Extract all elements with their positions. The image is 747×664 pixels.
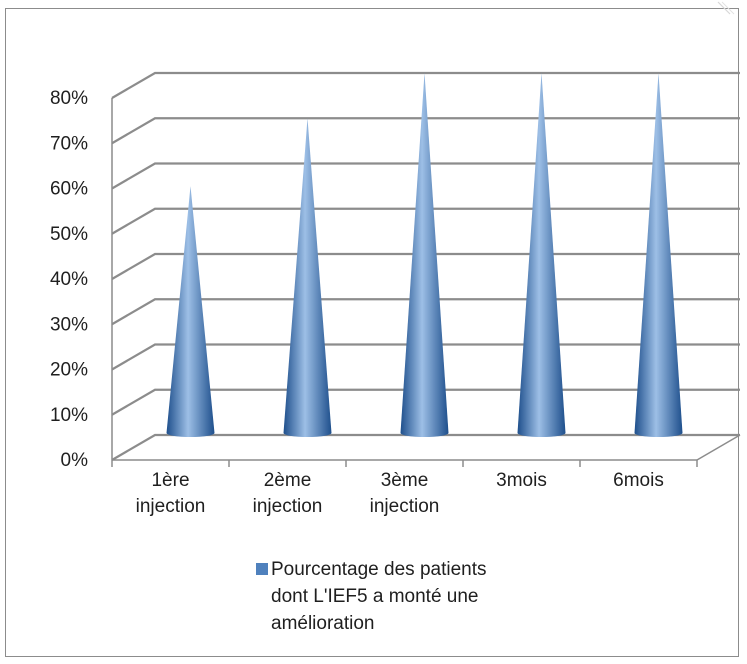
x-axis-tick-labels: 1ère injection 2ème injection 3ème injection 3… [136,470,664,517]
cone-bar [634,73,683,437]
y-tick-label: 40% [50,269,88,290]
page-corner-mark [717,1,735,15]
x-tick-label: 6mois [613,470,664,491]
cone-bar [166,186,215,437]
cone-bar [400,73,449,437]
floor-side-edge [696,434,741,461]
cone-series [166,73,683,437]
legend: Pourcentage des patients dont L'IEF5 a m… [256,556,556,637]
x-tick-label: 3mois [496,470,547,491]
legend-swatch [256,563,268,575]
y-axis-tick-labels: 0% 10% 20% 30% 40% 50% 60% 70% 80% [50,88,88,471]
gridline [111,71,740,99]
cone-bar [283,118,332,437]
y-tick-label: 0% [61,450,89,471]
chart-frame [5,8,739,657]
y-tick-label: 10% [50,405,88,426]
gridline [111,433,740,461]
x-tick-label: 1ère injection [136,470,206,517]
x-tick-label: 3ème injection [370,470,440,517]
y-tick-label: 70% [50,133,88,154]
axes [111,98,741,467]
legend-label: Pourcentage des patients dont L'IEF5 a m… [271,559,487,634]
y-tick-label: 60% [50,179,88,200]
y-tick-label: 20% [50,360,88,381]
y-tick-label: 80% [50,88,88,109]
x-tick-label: 2ème injection [253,470,323,517]
y-tick-label: 50% [50,224,88,245]
cone-bar [517,73,566,437]
gridline [111,117,740,145]
y-tick-label: 30% [50,314,88,335]
